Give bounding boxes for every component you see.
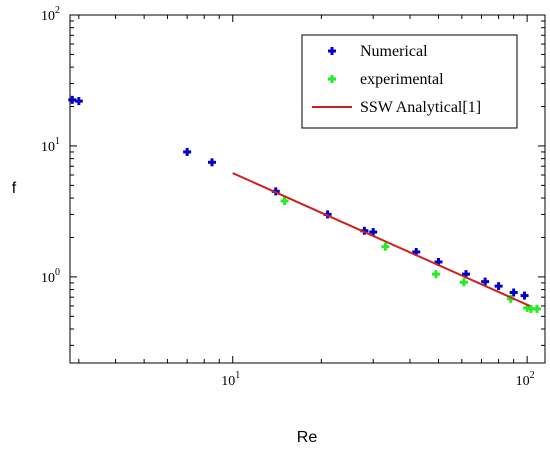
series-1-point-7 xyxy=(532,304,541,313)
series-0-point-13 xyxy=(509,288,518,297)
series-0-point-2 xyxy=(183,147,192,156)
ticks-layer: 101 102 100 101 102 xyxy=(41,5,545,389)
series-1-point-2 xyxy=(431,270,440,279)
legend-swatch-1 xyxy=(328,75,336,83)
series-1-point-3 xyxy=(459,278,468,287)
y-tick-label-2: 102 xyxy=(41,5,60,24)
legend-label-0: Numerical xyxy=(360,43,428,60)
x-tick-label-1: 102 xyxy=(516,370,535,389)
series-0-point-3 xyxy=(207,158,216,167)
x-tick-label-0: 101 xyxy=(221,370,240,389)
series-0-point-7 xyxy=(369,228,378,237)
series-0-point-11 xyxy=(481,277,490,286)
legend-label-2: SSW Analytical[1] xyxy=(360,99,481,116)
plot-frame xyxy=(69,14,546,364)
series-line-2 xyxy=(232,172,531,307)
series-1-point-0 xyxy=(280,196,289,205)
series-0-point-14 xyxy=(520,291,529,300)
legend: Numerical experimental SSW Analytical[1] xyxy=(301,34,518,129)
series-1-point-1 xyxy=(381,242,390,251)
y-tick-label-1: 101 xyxy=(41,136,60,155)
series-layer xyxy=(68,95,541,313)
legend-box xyxy=(301,34,518,129)
y-axis-label: f xyxy=(12,180,17,197)
legend-swatch-0 xyxy=(328,47,336,55)
series-0-point-1 xyxy=(74,97,83,106)
series-0-point-12 xyxy=(494,282,503,291)
x-axis-label: Re xyxy=(297,429,318,446)
legend-label-1: experimental xyxy=(360,71,444,88)
y-tick-label-0: 100 xyxy=(41,267,60,286)
